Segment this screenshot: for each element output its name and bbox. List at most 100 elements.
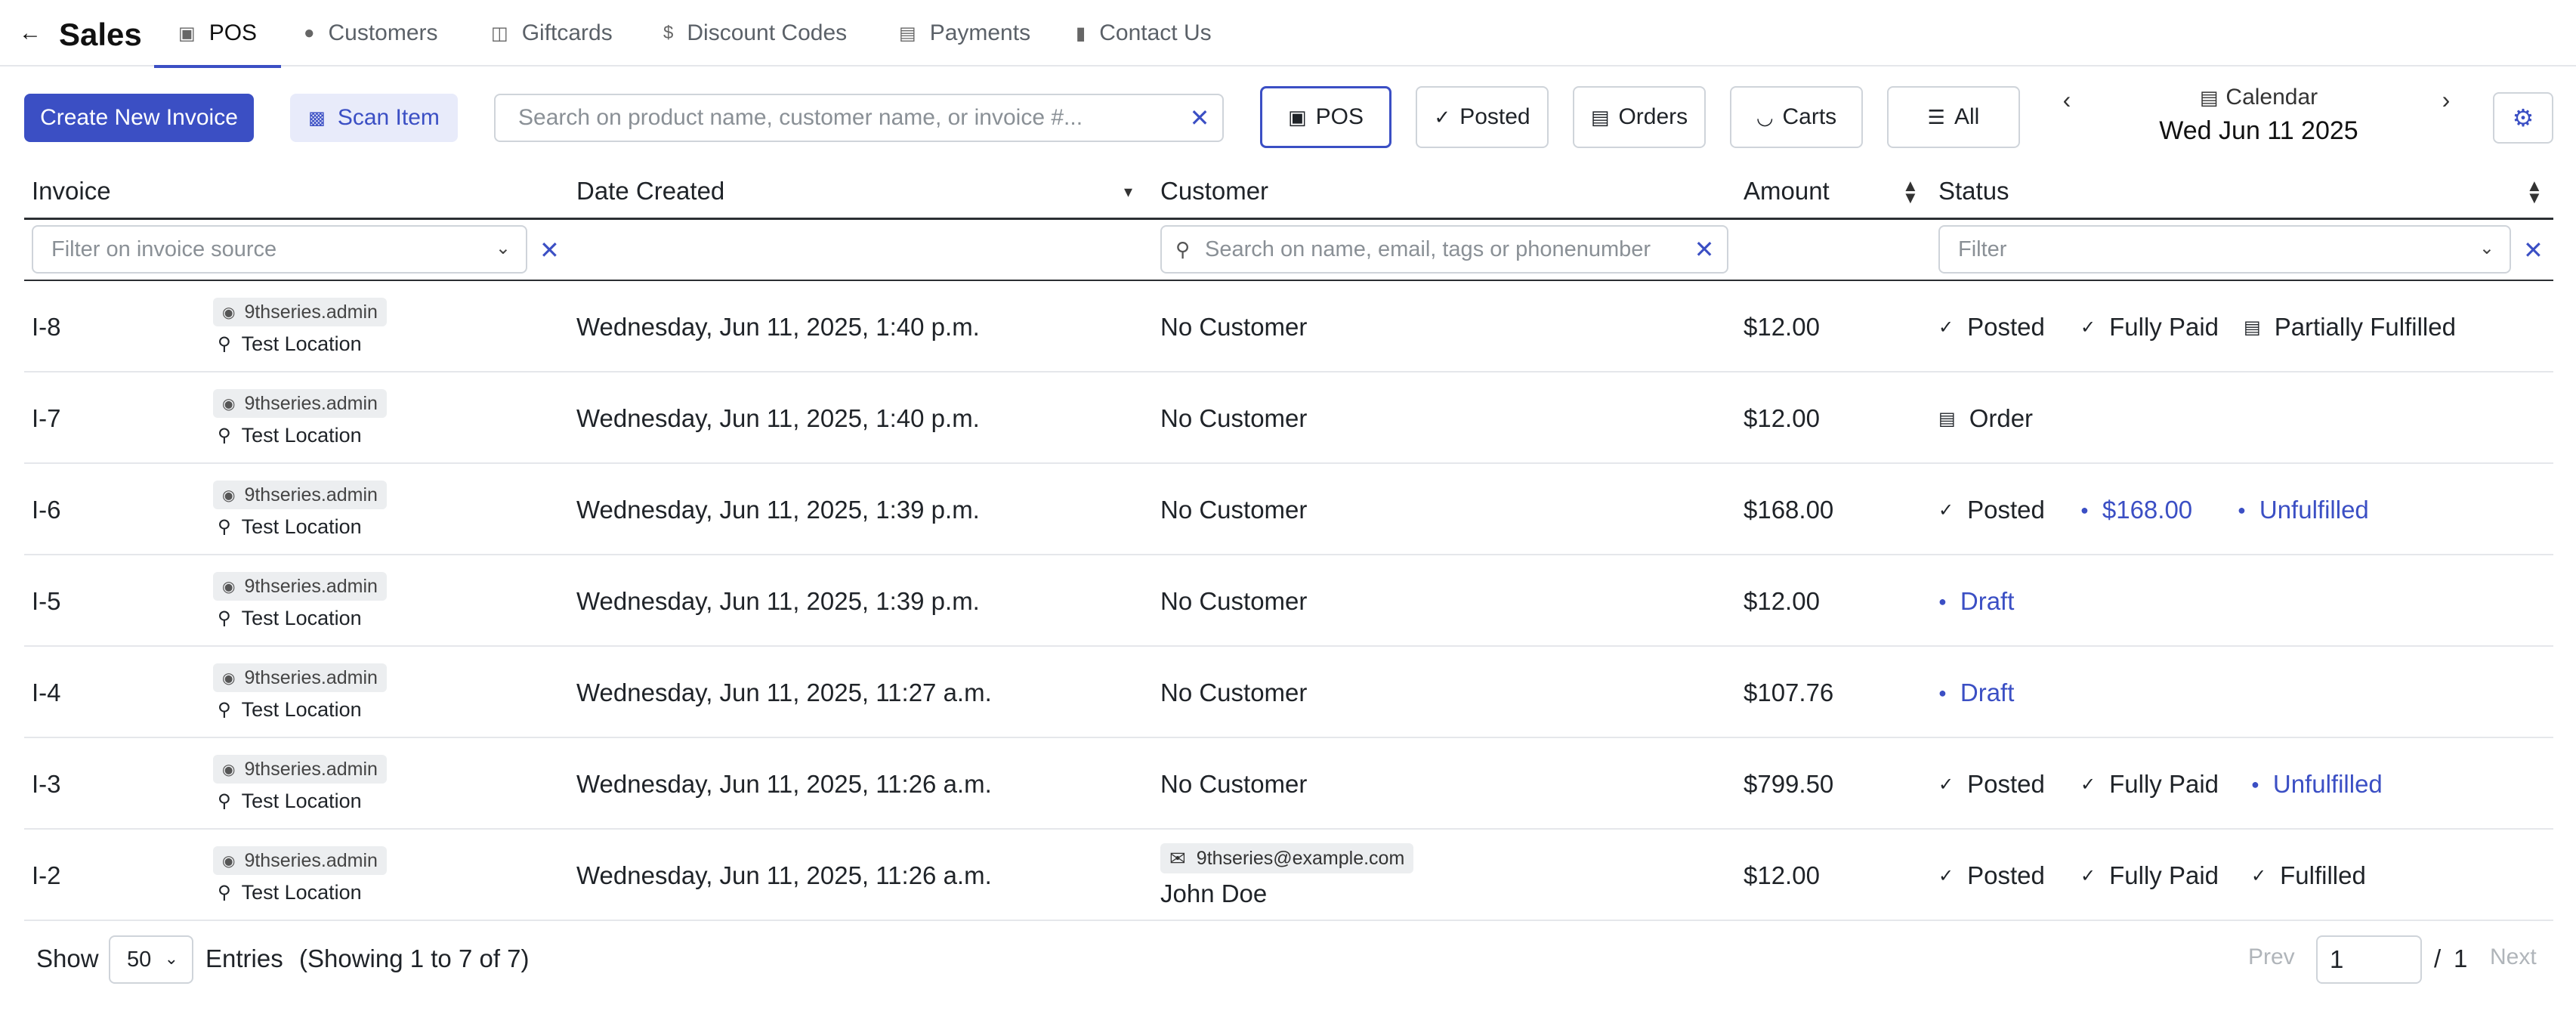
page-title: Sales <box>59 17 142 52</box>
invoice-number[interactable]: I-5 <box>32 587 61 615</box>
tab-label: POS <box>208 20 258 45</box>
user-circle-icon: ◉ <box>222 852 236 870</box>
table-row[interactable]: I-3 ◉ 9thseries.admin ⚲ Test Location Wednesd… <box>24 738 2553 830</box>
calendar-icon: ▤ <box>2244 317 2261 338</box>
date-created: Wednesday, Jun 11, 2025, 11:26 a.m. <box>576 861 992 889</box>
entries-label: Entries <box>205 944 283 972</box>
payments-icon: ▤ <box>899 23 916 44</box>
tab-label: Payments <box>929 20 1031 45</box>
calendar-next-icon[interactable]: › <box>2442 86 2451 113</box>
tab-customers[interactable]: ● Customers <box>304 0 438 66</box>
status-badge: ● $168.00 <box>2080 496 2192 524</box>
chevron-down-icon: ⌄ <box>2479 238 2494 258</box>
calendar-prev-icon[interactable]: ‹ <box>2062 86 2071 113</box>
customer-name: No Customer <box>1160 770 1308 798</box>
location-name: Test Location <box>241 698 362 721</box>
create-invoice-button[interactable]: Create New Invoice <box>24 94 254 142</box>
status-dot-icon: ● <box>1938 593 1947 609</box>
tab-giftcards[interactable]: ◫ Giftcards <box>491 0 613 66</box>
filter-orders-button[interactable]: ▤ Orders <box>1573 86 1706 148</box>
page-number-input[interactable]: 1 <box>2316 935 2422 984</box>
date-created: Wednesday, Jun 11, 2025, 11:27 a.m. <box>576 679 992 706</box>
check-icon: ✓ <box>1938 774 1954 795</box>
back-arrow-icon[interactable]: ← <box>19 20 42 45</box>
sort-toggle-icon[interactable]: ▲ ▼ <box>1902 176 1919 207</box>
user-badge: ◉ 9thseries.admin <box>213 572 387 601</box>
person-icon: ● <box>304 23 315 43</box>
check-icon: ✓ <box>2251 865 2267 886</box>
tab-discount-codes[interactable]: $ Discount Codes <box>663 0 847 66</box>
location-name: Test Location <box>241 881 362 904</box>
filter-label: Posted <box>1459 104 1530 129</box>
date-created: Wednesday, Jun 11, 2025, 1:40 p.m. <box>576 313 980 341</box>
table-row[interactable]: I-7 ◉ 9thseries.admin ⚲ Test Location Wednesd… <box>24 372 2553 464</box>
status-label: Fulfilled <box>2280 861 2366 889</box>
customer-email-badge: ✉ 9thseries@example.com <box>1160 843 1414 873</box>
invoice-number[interactable]: I-8 <box>32 313 61 341</box>
prev-page-button[interactable]: Prev <box>2248 944 2295 969</box>
clear-source-filter-icon[interactable]: ✕ <box>539 236 560 264</box>
show-label: Show <box>36 944 99 972</box>
location: ⚲ Test Location <box>213 515 362 539</box>
search-icon: ⚲ <box>1175 237 1191 261</box>
status-label: Unfulfilled <box>2259 496 2369 524</box>
tab-payments[interactable]: ▤ Payments <box>899 0 1030 66</box>
customer-filter-input[interactable]: ⚲ Search on name, email, tags or phonenu… <box>1160 225 1728 274</box>
top-nav: ← Sales ▣ POS ● Customers ◫ Giftcards $ … <box>0 0 2576 68</box>
invoice-source-filter[interactable]: Filter on invoice source ⌄ <box>32 225 527 274</box>
status-filter[interactable]: Filter ⌄ <box>1938 225 2511 274</box>
pos-icon: ▣ <box>178 23 196 44</box>
tab-label: Customers <box>328 20 438 45</box>
scan-item-button[interactable]: ▩ Scan Item <box>290 94 458 142</box>
invoice-number[interactable]: I-3 <box>32 770 61 798</box>
page-size-select[interactable]: 50 ⌄ <box>109 935 193 984</box>
status-badge: ✓ Fulfilled <box>2251 861 2366 890</box>
tab-contact-us[interactable]: ▮ Contact Us <box>1076 0 1212 66</box>
tab-pos[interactable]: ▣ POS <box>153 0 282 68</box>
document-icon: ▮ <box>1076 23 1086 44</box>
user-circle-icon: ◉ <box>222 578 236 595</box>
clear-customer-filter-icon[interactable]: ✕ <box>1694 236 1715 263</box>
giftcard-icon: ◫ <box>491 23 508 44</box>
invoice-number[interactable]: I-2 <box>32 861 61 889</box>
customer-name[interactable]: John Doe <box>1160 879 1268 907</box>
invoice-number[interactable]: I-7 <box>32 404 61 432</box>
table-row[interactable]: I-4 ◉ 9thseries.admin ⚲ Test Location Wednesd… <box>24 647 2553 738</box>
date-created: Wednesday, Jun 11, 2025, 11:26 a.m. <box>576 770 992 798</box>
status-badge: ✓ Posted <box>1938 496 2045 524</box>
filter-all-button[interactable]: ☰ All <box>1887 86 2020 148</box>
column-header-status[interactable]: Status <box>1938 177 2009 205</box>
next-page-button[interactable]: Next <box>2490 944 2537 969</box>
filter-posted-button[interactable]: ✓ Posted <box>1416 86 1549 148</box>
table-row[interactable]: I-2 ◉ 9thseries.admin ⚲ Test Location Wednesd… <box>24 830 2553 921</box>
filter-label: Orders <box>1618 104 1688 129</box>
table-row[interactable]: I-5 ◉ 9thseries.admin ⚲ Test Location Wednesd… <box>24 555 2553 647</box>
table-row[interactable]: I-8 ◉ 9thseries.admin ⚲ Test Location Wednesd… <box>24 281 2553 372</box>
column-header-customer[interactable]: Customer <box>1160 177 1269 205</box>
table-row[interactable]: I-6 ◉ 9thseries.admin ⚲ Test Location Wednesd… <box>24 464 2553 555</box>
status-badge: ✓ Fully Paid <box>2080 861 2219 890</box>
sort-desc-icon[interactable]: ▾ <box>1124 182 1133 201</box>
column-header-invoice[interactable]: Invoice <box>32 177 111 205</box>
column-header-amount[interactable]: Amount <box>1744 177 1830 205</box>
location-name: Test Location <box>241 607 362 629</box>
clear-search-icon[interactable]: ✕ <box>1189 104 1210 131</box>
column-header-date-created[interactable]: Date Created <box>576 177 725 205</box>
invoice-number[interactable]: I-4 <box>32 679 61 706</box>
filter-carts-button[interactable]: ◡ Carts <box>1730 86 1863 148</box>
chevron-down-icon: ⌄ <box>495 238 511 258</box>
amount: $168.00 <box>1744 496 1834 524</box>
invoice-number[interactable]: I-6 <box>32 496 61 524</box>
user-circle-icon: ◉ <box>222 304 236 321</box>
amount: $12.00 <box>1744 587 1820 615</box>
filter-pos-button[interactable]: ▣ POS <box>1260 86 1391 148</box>
invoice-search-input[interactable]: Search on product name, customer name, o… <box>494 94 1224 142</box>
sort-toggle-icon[interactable]: ▲ ▼ <box>2526 176 2543 207</box>
scan-item-label: Scan Item <box>337 105 440 130</box>
settings-gear-icon[interactable]: ⚙ <box>2493 92 2553 144</box>
user-name: 9thseries.admin <box>244 301 378 323</box>
clear-status-filter-icon[interactable]: ✕ <box>2523 236 2544 264</box>
calendar-button[interactable]: ▤ Calendar <box>2200 85 2318 110</box>
location-pin-icon: ⚲ <box>218 700 231 720</box>
customer-name: No Customer <box>1160 587 1308 615</box>
